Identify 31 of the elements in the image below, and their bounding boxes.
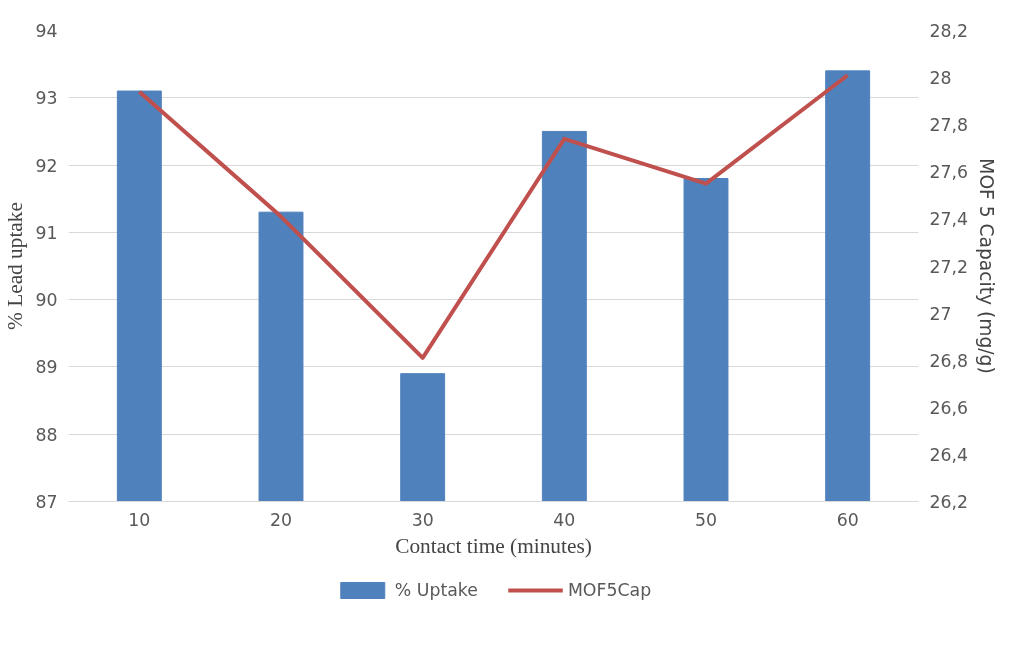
x-tick-label: 30 [411, 509, 434, 530]
y2-tick-label: 27,4 [929, 209, 969, 230]
y-tick-label: 91 [35, 222, 58, 243]
y-tick-label: 90 [35, 290, 58, 311]
line-series [137, 73, 850, 360]
y-tick-label: 89 [35, 357, 58, 378]
y2-tick-label: 26,6 [929, 397, 969, 418]
x-tick-label: 50 [694, 509, 718, 530]
y2-tick-label: 27,2 [929, 256, 969, 277]
y-tick-label: 93 [35, 88, 58, 109]
y-tick-label: 88 [35, 424, 58, 445]
legend-label: % Uptake [394, 580, 478, 600]
y2-tick-label: 27 [929, 303, 952, 324]
y-tick-label: 87 [35, 492, 58, 512]
y-axis-title: % Lead uptake [3, 202, 28, 330]
y-tick-label: 92 [35, 155, 58, 176]
y2-tick-label: 28 [929, 68, 952, 89]
y2-tick-label: 26,2 [929, 492, 969, 512]
x-tick-label: 20 [269, 509, 293, 530]
x-tick-label: 60 [836, 509, 859, 530]
y2-tick-label: 26,4 [929, 444, 969, 465]
x-tick-label: 10 [128, 509, 151, 530]
y2-tick-label: 26,8 [929, 350, 969, 371]
y-tick-label: 94 [35, 21, 58, 41]
y2-tick-label: 27,8 [929, 115, 969, 136]
y2-tick-label: 27,6 [929, 162, 969, 183]
legend-label: MOF5Cap [567, 580, 652, 600]
y2-axis-title: MOF 5 Capacity (mg/g) [976, 158, 998, 374]
x-tick-label: 40 [553, 509, 576, 530]
x-axis-title: Contact time (minutes) [395, 533, 592, 558]
y2-tick-label: 28,2 [929, 21, 969, 41]
